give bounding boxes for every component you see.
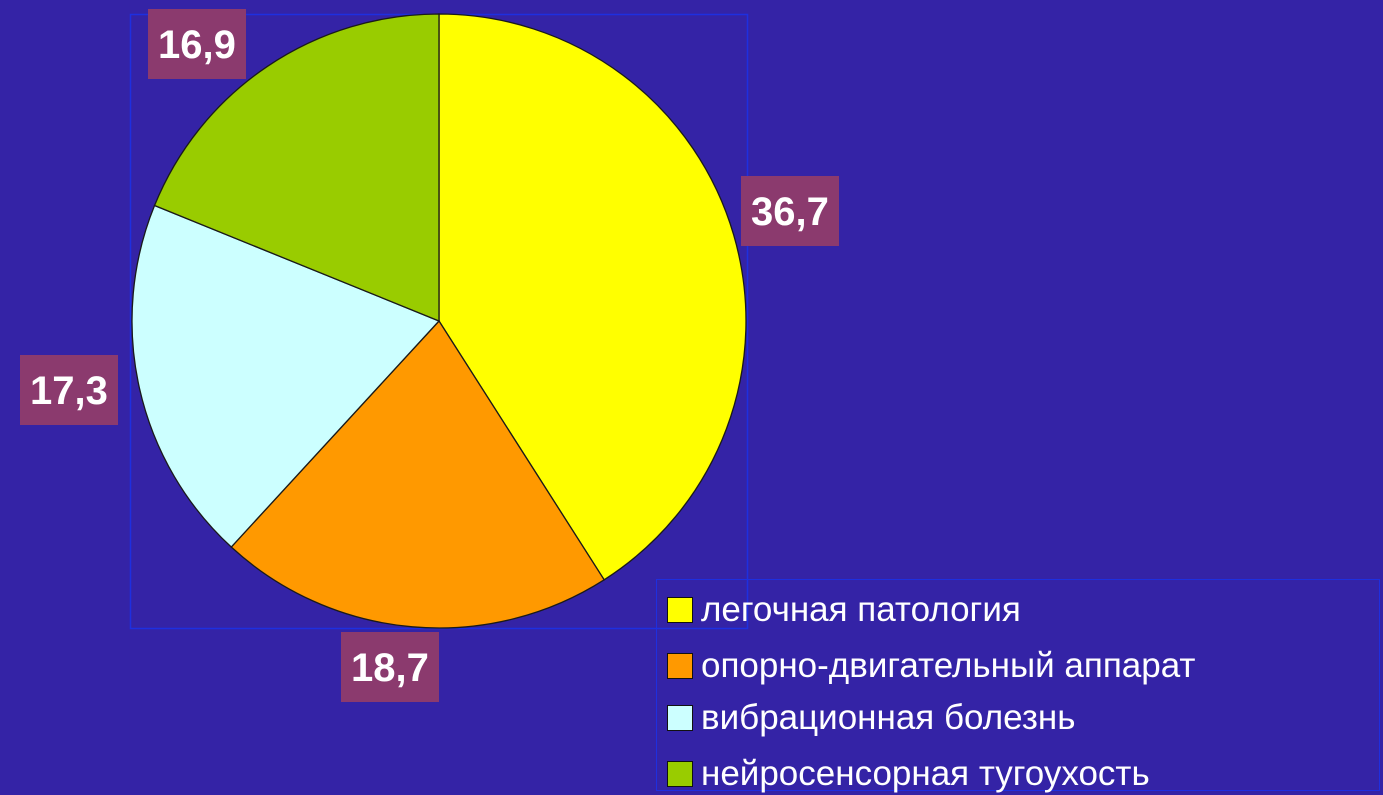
pie-slice-legochnaya bbox=[438, 13, 747, 581]
legend-label-oporno: опорно-двигательный аппарат bbox=[701, 646, 1196, 685]
legend-swatch-legochnaya bbox=[667, 597, 693, 623]
legend-item-legochnaya: легочная патология bbox=[667, 590, 1021, 630]
data-label-oporno: 18,7 bbox=[341, 632, 439, 702]
pie-slice-vibracionnaya bbox=[131, 204, 441, 548]
legend-item-oporno: опорно-двигательный аппарат bbox=[667, 646, 1195, 686]
legend-label-neirosensornaya: нейросенсорная тугоухость bbox=[701, 754, 1150, 793]
legend-item-vibracionnaya: вибрационная болезнь bbox=[667, 698, 1075, 738]
data-label-vibracionnaya: 17,3 bbox=[20, 355, 118, 425]
chart-legend: легочная патология опорно-двигательный а… bbox=[656, 579, 1380, 794]
legend-swatch-oporno bbox=[667, 653, 693, 679]
pie-slice-neirosensornaya bbox=[153, 13, 440, 322]
legend-label-vibracionnaya: вибрационная болезнь bbox=[701, 698, 1076, 737]
pie-slices bbox=[131, 13, 747, 629]
legend-swatch-neirosensornaya bbox=[667, 761, 693, 787]
legend-swatch-vibracionnaya bbox=[667, 705, 693, 731]
pie-slice-oporno bbox=[230, 319, 606, 629]
data-label-legochnaya: 36,7 bbox=[741, 176, 839, 246]
data-label-neirosensornaya: 16,9 bbox=[148, 9, 246, 79]
legend-label-legochnaya: легочная патология bbox=[701, 590, 1021, 629]
legend-item-neirosensornaya: нейросенсорная тугоухость bbox=[667, 754, 1150, 794]
